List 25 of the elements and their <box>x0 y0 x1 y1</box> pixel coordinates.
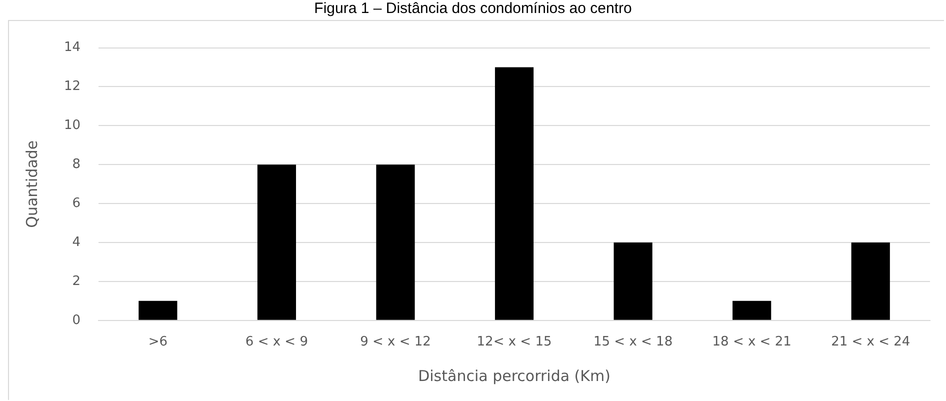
x-tick-label: 6 < x < 9 <box>245 334 308 350</box>
y-axis-title: Quantidade <box>22 140 41 228</box>
y-tick-label: 2 <box>72 274 81 289</box>
chart-title: Figura 1 – Distância dos condomínios ao centro <box>313 0 633 18</box>
y-tick-label: 10 <box>64 118 81 134</box>
y-tick-label: 8 <box>72 157 81 172</box>
bar <box>138 300 178 320</box>
bar <box>614 242 652 320</box>
y-tick-label: 0 <box>72 312 81 328</box>
y-tick-label: 12 <box>64 79 81 94</box>
y-tick-label: 14 <box>64 40 81 56</box>
bar <box>376 164 415 320</box>
y-tick-label: 6 <box>72 196 81 211</box>
x-tick-label: 15 < x < 18 <box>594 334 673 350</box>
x-tick-label: 21 < x < 24 <box>831 334 910 350</box>
bar <box>732 300 772 320</box>
x-axis-title: Distância percorrida (Km) <box>418 366 610 385</box>
x-tick-label: >6 <box>148 334 168 350</box>
x-tick-label: 9 < x < 12 <box>360 334 431 350</box>
bar <box>257 164 296 320</box>
y-tick-label: 4 <box>72 234 81 250</box>
x-tick-label: 18 < x < 21 <box>712 334 792 350</box>
x-tick-label: 12< x < 15 <box>476 334 552 350</box>
bar <box>494 67 534 320</box>
bar <box>851 242 890 320</box>
